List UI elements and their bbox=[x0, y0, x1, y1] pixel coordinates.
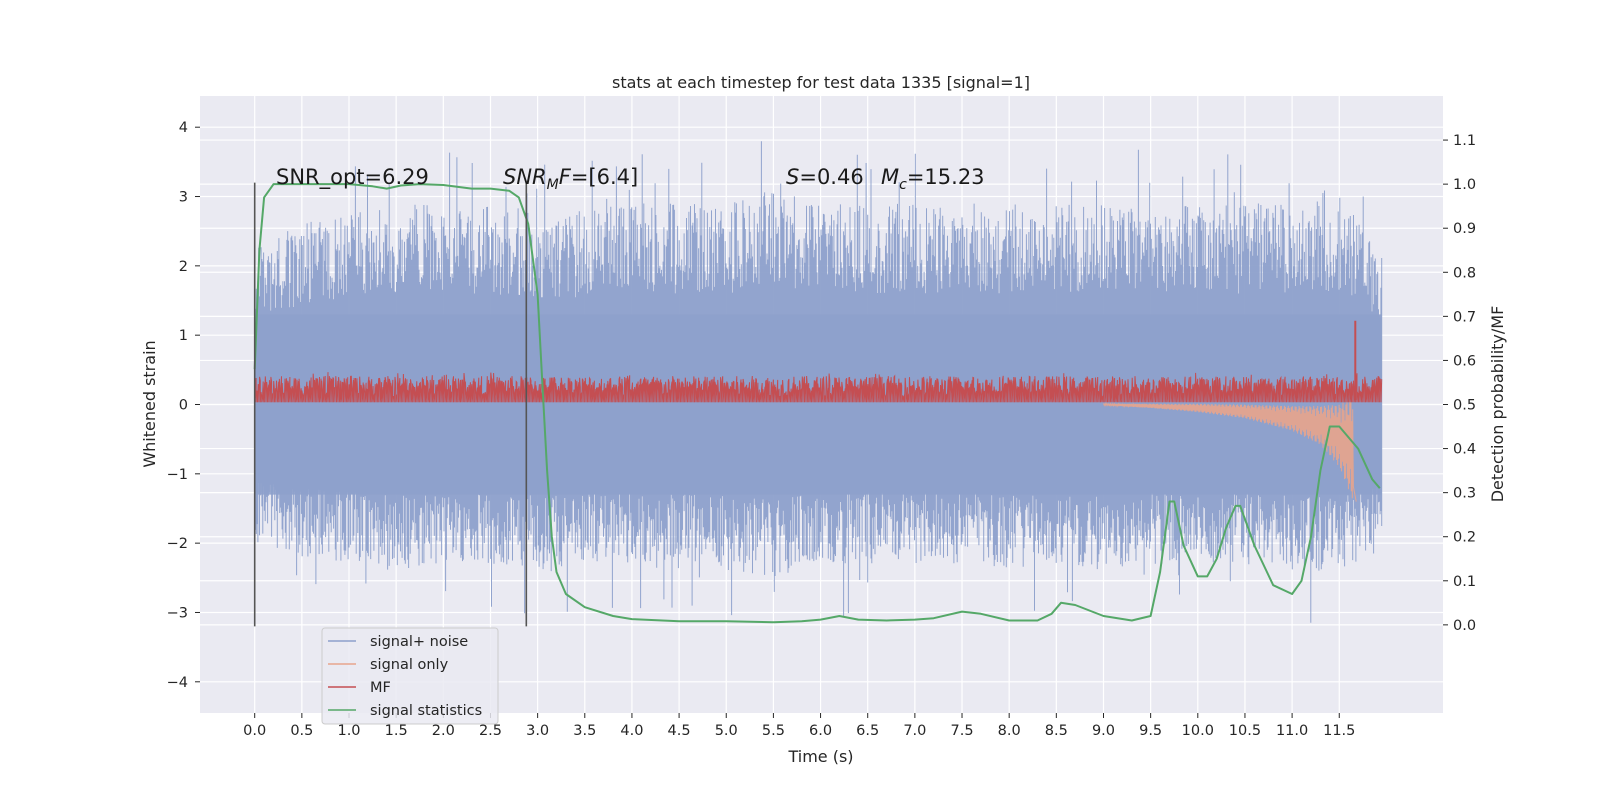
y-tick-label: −4 bbox=[167, 675, 188, 691]
y2-tick-label: 1.0 bbox=[1453, 177, 1476, 193]
y2-tick-label: 0.2 bbox=[1453, 530, 1476, 546]
legend-label-signal-noise: signal+ noise bbox=[370, 634, 468, 650]
x-tick-label: 10.0 bbox=[1182, 723, 1214, 739]
legend-label-mf: MF bbox=[370, 680, 391, 696]
x-tick-label: 5.0 bbox=[715, 723, 738, 739]
x-tick-label: 9.5 bbox=[1139, 723, 1162, 739]
annotation-snr-opt: SNR_opt=6.29 bbox=[276, 165, 429, 190]
y-tick-label: 4 bbox=[179, 120, 188, 136]
annotation-mc: Mc=15.23 bbox=[881, 165, 985, 193]
signal-statistics-line bbox=[253, 183, 1381, 624]
y2-tick-label: 0.5 bbox=[1453, 398, 1476, 414]
x-tick-label: 4.0 bbox=[620, 723, 643, 739]
y-tick-label: −1 bbox=[167, 467, 188, 483]
chart-title: stats at each timestep for test data 133… bbox=[612, 73, 1030, 92]
y2-tick-label: 0.0 bbox=[1453, 618, 1476, 634]
legend: signal+ noise signal only MF signal stat… bbox=[321, 627, 499, 725]
y2-tick-label: 0.7 bbox=[1453, 309, 1476, 325]
annotation-snr-mf: SNRMF=[6.4] bbox=[503, 165, 638, 193]
snr-mf-suffix: F bbox=[559, 165, 572, 189]
y-axis-label: Whitened strain bbox=[140, 340, 159, 467]
annotation-s: S=0.46 bbox=[786, 165, 864, 189]
x-tick-label: 6.5 bbox=[856, 723, 879, 739]
mc-symbol: M bbox=[881, 165, 899, 189]
x-axis-ticks: 0.0 0.5 1.0 1.5 2.0 2.5 3.0 3.5 4.0 4.5 5.0 5.5 6.0 6… bbox=[243, 713, 1355, 739]
legend-label-signal-statistics: signal statistics bbox=[370, 703, 482, 719]
legend-label-signal-only: signal only bbox=[370, 657, 449, 673]
y2-tick-label: 0.9 bbox=[1453, 221, 1476, 237]
x-tick-label: 11.5 bbox=[1323, 723, 1355, 739]
x-tick-label: 3.0 bbox=[526, 723, 549, 739]
y-tick-label: 3 bbox=[179, 190, 188, 206]
y-tick-label: −2 bbox=[167, 536, 188, 552]
x-tick-label: 9.0 bbox=[1092, 723, 1115, 739]
x-tick-label: 7.0 bbox=[903, 723, 926, 739]
series-layer bbox=[253, 141, 1383, 624]
x-tick-label: 4.5 bbox=[668, 723, 691, 739]
x-axis-label: Time (s) bbox=[787, 747, 853, 766]
snr-mf-symbol: SNR bbox=[503, 165, 547, 189]
signal-only-line bbox=[1103, 400, 1357, 502]
y2-tick-label: 0.8 bbox=[1453, 265, 1476, 281]
y2-tick-label: 0.6 bbox=[1453, 353, 1476, 369]
s-symbol: S bbox=[786, 165, 799, 189]
mc-value: =15.23 bbox=[907, 165, 985, 189]
x-tick-label: 8.5 bbox=[1045, 723, 1068, 739]
x-tick-label: 8.0 bbox=[998, 723, 1021, 739]
mc-subscript: c bbox=[899, 177, 907, 193]
vertical-markers bbox=[253, 182, 528, 627]
s-value: =0.46 bbox=[799, 165, 863, 189]
y-tick-label: 1 bbox=[179, 328, 188, 344]
x-tick-label: 5.5 bbox=[762, 723, 785, 739]
x-tick-label: 1.5 bbox=[385, 723, 408, 739]
y-tick-label: 0 bbox=[179, 398, 188, 414]
y2-tick-label: 0.3 bbox=[1453, 486, 1476, 502]
snr-mf-subscript: M bbox=[547, 177, 559, 193]
mf-line bbox=[254, 372, 1383, 403]
y2-tick-label: 1.1 bbox=[1453, 133, 1476, 149]
x-tick-label: 3.5 bbox=[573, 723, 596, 739]
x-tick-label: 2.5 bbox=[479, 723, 502, 739]
x-tick-label: 0.5 bbox=[290, 723, 313, 739]
y2-tick-label: 0.4 bbox=[1453, 442, 1476, 458]
x-tick-label: 10.5 bbox=[1229, 723, 1261, 739]
x-tick-label: 6.0 bbox=[809, 723, 832, 739]
legend-box bbox=[321, 627, 499, 725]
y2-tick-label: 0.1 bbox=[1453, 574, 1476, 590]
y2-axis-label: Detection probability/MF bbox=[1488, 306, 1507, 503]
y-axis-ticks: 4 3 2 1 0 −1 −2 −3 −4 bbox=[167, 120, 200, 691]
y-tick-label: 2 bbox=[179, 259, 188, 275]
x-tick-label: 7.5 bbox=[950, 723, 973, 739]
y-tick-label: −3 bbox=[167, 605, 188, 621]
x-tick-label: 2.0 bbox=[432, 723, 455, 739]
x-tick-label: 1.0 bbox=[337, 723, 360, 739]
y2-axis-ticks: 1.1 1.0 0.9 0.8 0.7 0.6 0.5 0.4 0.3 0.2 0.1 0.0 bbox=[1443, 133, 1476, 634]
snr-mf-value: =[6.4] bbox=[571, 165, 638, 189]
x-tick-label: 0.0 bbox=[243, 723, 266, 739]
x-tick-label: 11.0 bbox=[1276, 723, 1308, 739]
